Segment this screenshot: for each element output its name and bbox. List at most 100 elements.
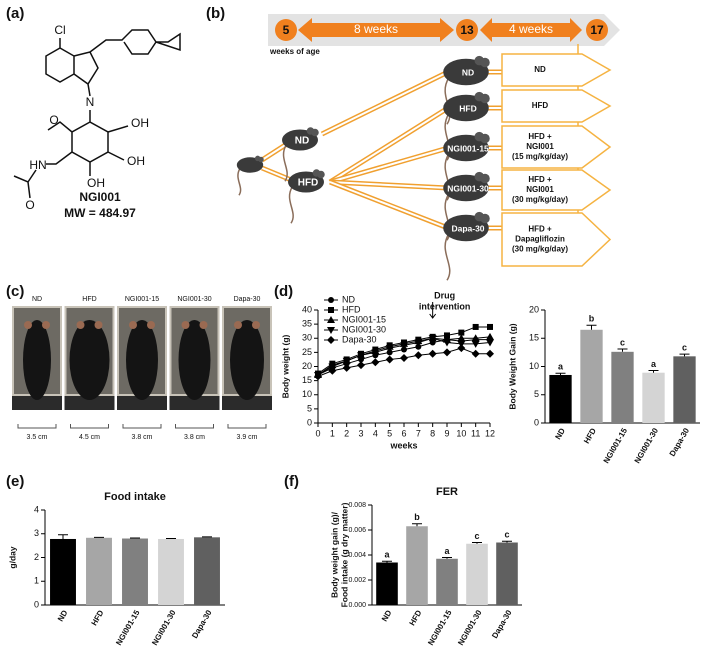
bar (466, 543, 488, 605)
mouse-ear (480, 93, 490, 104)
bar (436, 558, 458, 605)
mouse-tail (288, 186, 294, 224)
group-label: HFD + (528, 175, 552, 184)
point (486, 332, 494, 340)
mouse-ear (258, 156, 264, 163)
x-tick-label: 3 (358, 428, 363, 438)
panel-label: (e) (6, 473, 24, 490)
age: 5 (283, 23, 290, 37)
atom: OH (87, 176, 105, 190)
point (357, 352, 365, 360)
duration: 8 weeks (354, 22, 398, 36)
point (371, 358, 380, 367)
photo-label: HFD (82, 296, 96, 303)
group-label: NGI001 (526, 142, 554, 151)
significance-letter: b (414, 512, 420, 522)
group-label: HFD + (528, 132, 552, 141)
point (357, 361, 365, 370)
point (314, 372, 322, 381)
group-label: (15 mg/kg/day) (512, 152, 568, 161)
mouse-body (443, 134, 489, 162)
flow-arrow-inner (321, 71, 449, 135)
x-tick-label: 11 (471, 428, 480, 438)
bar (496, 542, 518, 605)
group-label: HFD (532, 101, 549, 110)
y-axis-label: Body weight (g) (280, 334, 290, 398)
legend-label: Dapa-30 (342, 334, 377, 344)
annotation-arrow (429, 302, 437, 319)
panel-label: (d) (274, 283, 293, 300)
mouse-tail (237, 167, 242, 196)
significance-letter: a (558, 362, 564, 372)
scale-bracket (17, 424, 57, 429)
mouse-tail (444, 153, 451, 201)
point (342, 357, 351, 365)
mouse-ear (147, 321, 155, 329)
group-box (501, 53, 612, 87)
bar (50, 538, 76, 605)
x-tick-label: 2 (344, 428, 349, 438)
legend-label: NGI001-30 (342, 324, 386, 334)
x-tick-label: NGI001-15 (114, 608, 142, 647)
chart-title: Food intake (104, 491, 166, 503)
scale-bracket (227, 424, 267, 429)
x-tick-label: 12 (485, 428, 495, 438)
duration: 4 weeks (509, 22, 553, 36)
acetyl (13, 169, 37, 199)
mouse-body (236, 157, 264, 173)
y-tick-label: 0.006 (348, 527, 366, 534)
group-label: (30 mg/kg/day) (512, 245, 568, 254)
y-tick-label: 3 (34, 528, 39, 538)
error-bar (679, 353, 690, 357)
atom: N (86, 95, 95, 109)
atom: Cl (54, 23, 65, 37)
y-tick-label: 25 (302, 347, 312, 357)
error-bar (442, 557, 452, 559)
legend-marker (327, 327, 335, 334)
panel-label: (c) (6, 283, 24, 300)
ruler (169, 396, 220, 410)
scale-bracket (175, 424, 214, 429)
x-tick-label: 8 (430, 428, 435, 438)
mouse-photo (178, 320, 211, 400)
significance-letter: c (474, 531, 479, 541)
legend-label: HFD (342, 304, 361, 314)
timeline-caption: weeks of age (269, 47, 320, 56)
mouse-ear (24, 321, 32, 329)
x-tick-label: Dapa-30 (190, 608, 214, 640)
age-circle (275, 19, 297, 41)
group-label: ND (534, 65, 546, 74)
ruler (64, 396, 115, 410)
photo-width: 3.8 cm (131, 434, 152, 441)
y-tick-label: 20 (302, 361, 312, 371)
mouse-label: Dapa-30 (451, 223, 484, 233)
point (443, 348, 451, 357)
molecular-weight: MW = 484.97 (64, 206, 136, 220)
group-label: Dapagliflozin (515, 235, 565, 244)
legend-marker (328, 297, 334, 303)
bar (406, 526, 428, 605)
point (457, 334, 466, 342)
structure: Cl N O HN O OH OH OH NGI001 MW = 484.97 (13, 23, 181, 220)
photo-label: NGI001-30 (177, 296, 211, 303)
significance-letter: a (384, 550, 390, 560)
point (414, 351, 423, 360)
annotation: intervention (419, 301, 471, 311)
mouse-body (443, 58, 489, 86)
bar (673, 356, 696, 423)
compound-name: NGI001 (79, 190, 121, 204)
x-tick-label: 6 (401, 428, 406, 438)
x-tick-label: NGI001-30 (633, 426, 661, 465)
photo-width: 3.5 cm (26, 434, 47, 441)
error-bar (472, 542, 482, 544)
y-tick-label: 0.002 (348, 577, 366, 584)
point (471, 334, 480, 342)
significance-letter: c (620, 337, 625, 347)
point (371, 349, 380, 357)
age-circle (456, 19, 478, 41)
point (342, 363, 351, 372)
age-circle (586, 19, 608, 41)
bar (611, 351, 634, 423)
mouse-tail (444, 193, 451, 241)
